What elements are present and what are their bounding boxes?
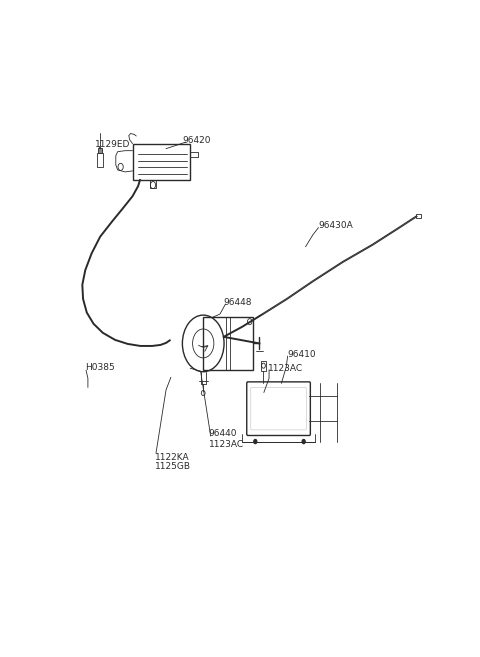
Text: H0385: H0385	[85, 363, 115, 372]
Text: 96448: 96448	[224, 298, 252, 307]
FancyBboxPatch shape	[98, 148, 102, 152]
Text: 96430A: 96430A	[319, 221, 353, 230]
FancyBboxPatch shape	[132, 144, 190, 180]
Text: 1123AC: 1123AC	[268, 364, 303, 373]
FancyBboxPatch shape	[261, 361, 266, 371]
Text: 96440: 96440	[209, 430, 237, 438]
Text: 1123AC: 1123AC	[209, 440, 244, 449]
Circle shape	[254, 440, 257, 443]
Text: 1125GB: 1125GB	[155, 463, 191, 471]
Text: 1129ED: 1129ED	[96, 140, 131, 149]
FancyBboxPatch shape	[97, 152, 103, 167]
FancyBboxPatch shape	[416, 214, 421, 219]
Text: 96420: 96420	[183, 136, 211, 145]
Circle shape	[302, 440, 305, 443]
Text: 1122KA: 1122KA	[155, 453, 190, 462]
Text: 96410: 96410	[287, 350, 315, 359]
FancyBboxPatch shape	[247, 382, 311, 436]
FancyBboxPatch shape	[203, 317, 252, 370]
FancyBboxPatch shape	[251, 388, 306, 430]
